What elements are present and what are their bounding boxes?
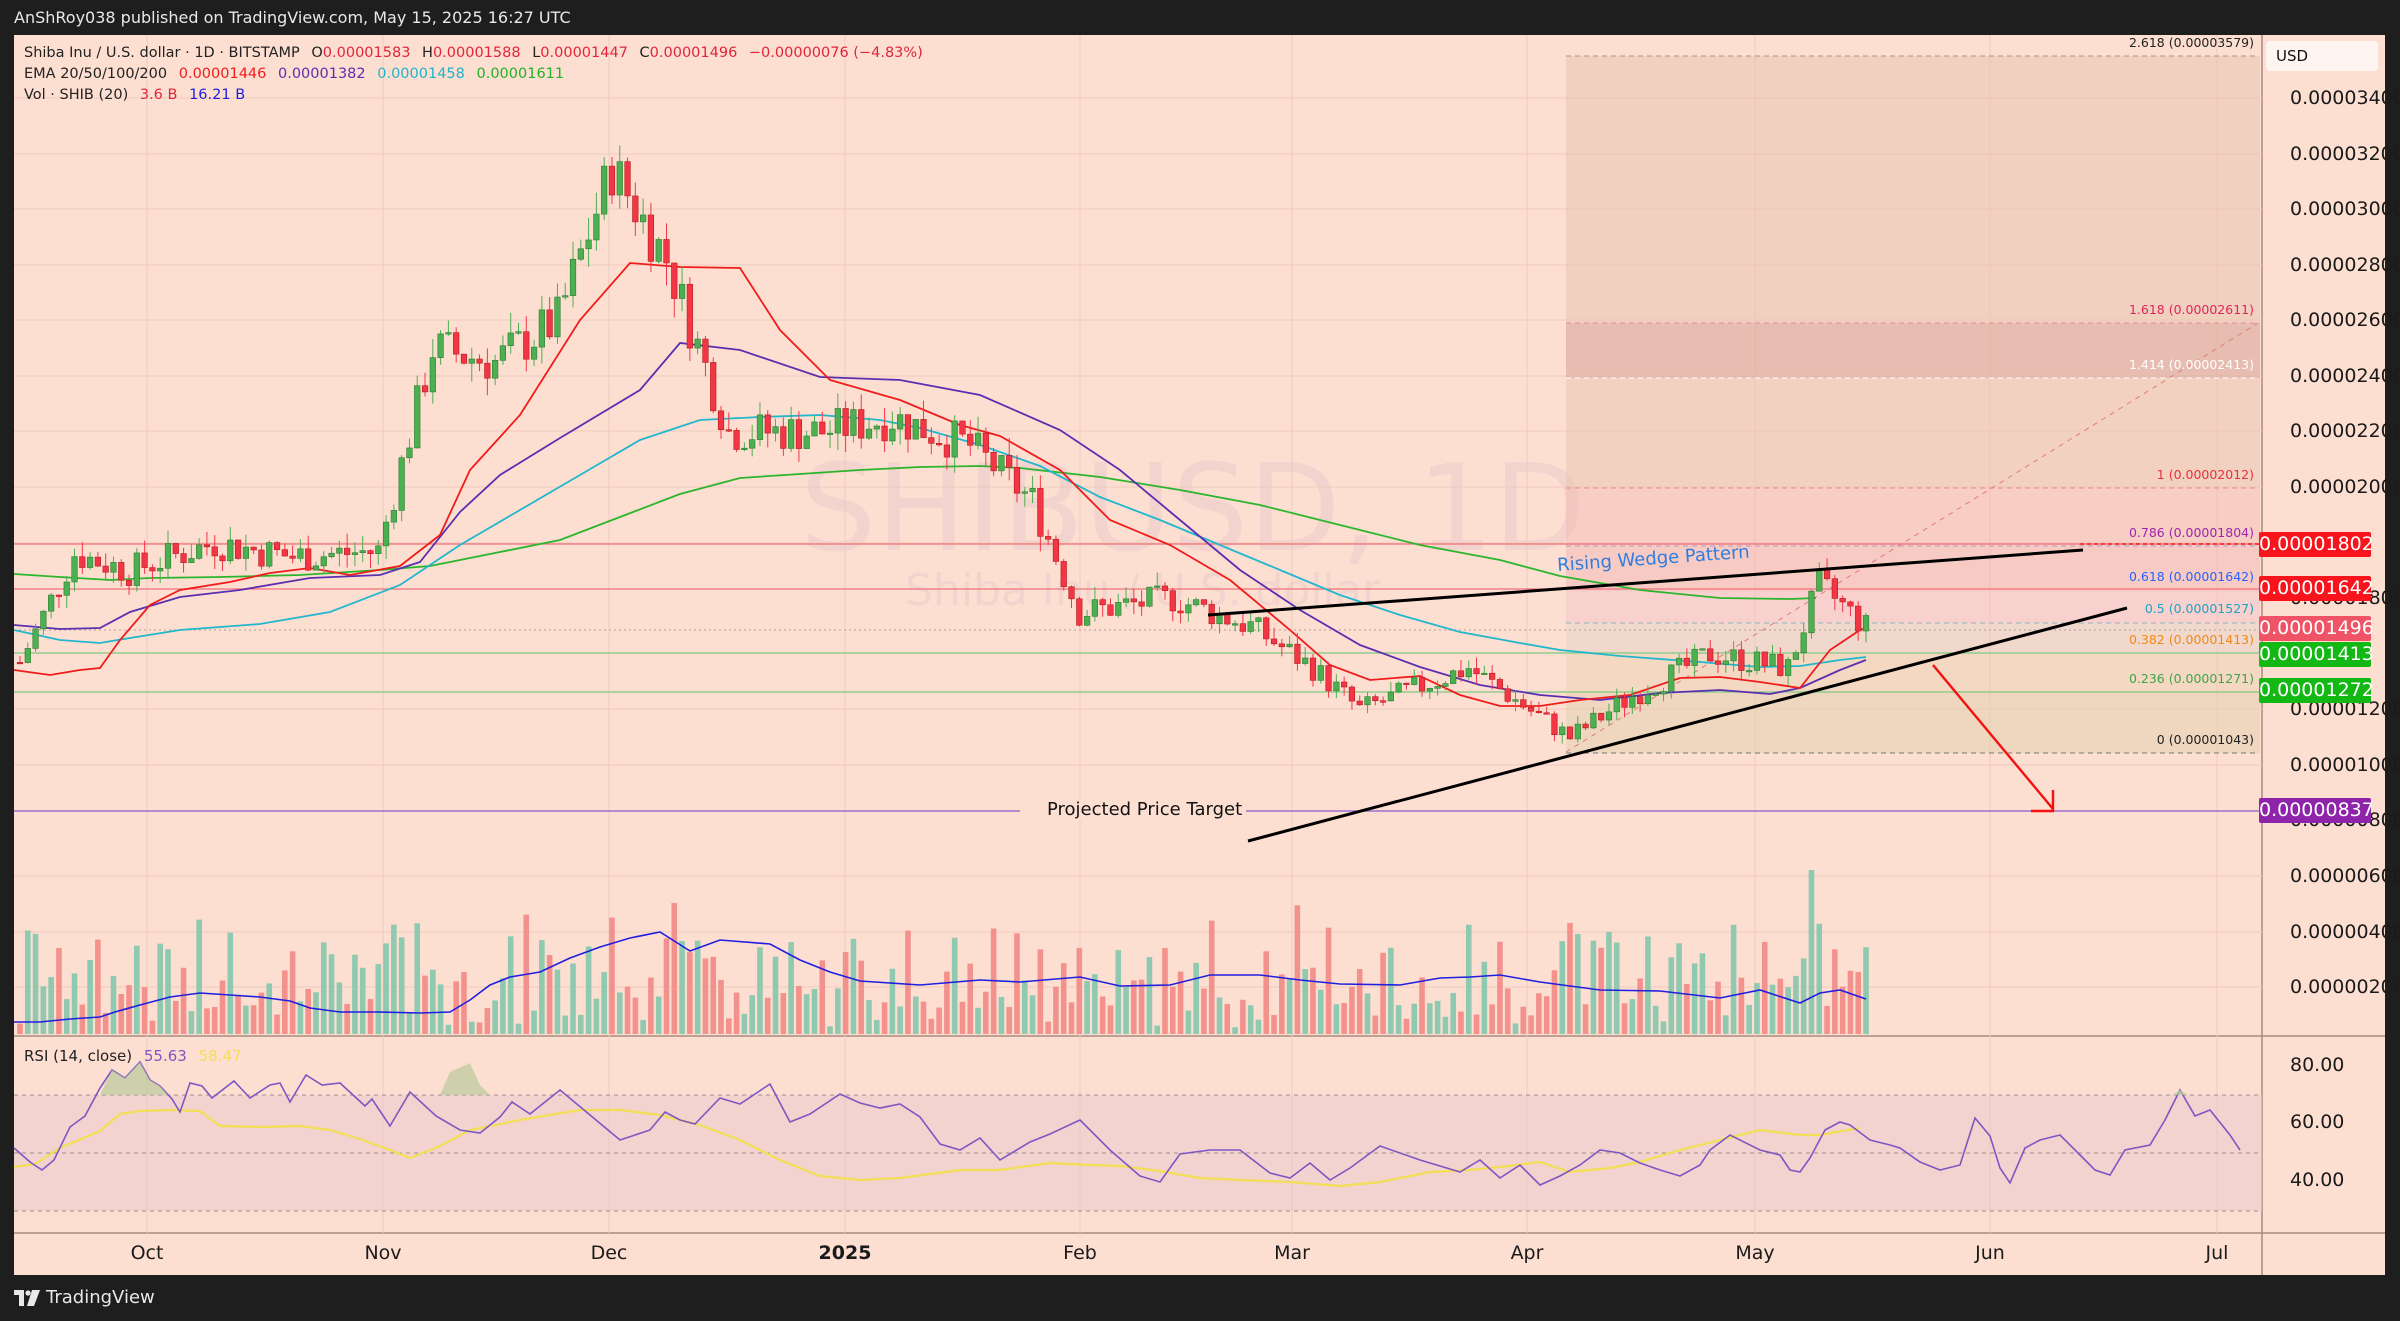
fib-label-0786: 0.786 (0.00001804) [2128, 525, 2254, 540]
projection-arrowhead [2031, 790, 2055, 813]
time-tick: Jul [2205, 1242, 2229, 1264]
price-tag-1413: 0.00001413 [2259, 642, 2374, 667]
time-tick: Nov [364, 1242, 402, 1264]
price-tick: 0.00001200 [2290, 698, 2400, 720]
fib-label-0236: 0.236 (0.00001271) [2128, 671, 2254, 686]
volume-ma-value: 16.21 B [189, 87, 246, 103]
price-tick: 0.00002800 [2290, 254, 2400, 276]
rsi-label: RSI (14, close) [24, 1047, 133, 1065]
close-value: 0.00001496 [649, 45, 738, 61]
current-price-tag: 0.00001496 [2259, 616, 2374, 641]
rsi-line [13, 1060, 2241, 1186]
rsi-legend[interactable]: RSI (14, close) 55.63 58.47 [24, 1047, 242, 1065]
fib-label-0382: 0.382 (0.00001413) [2128, 632, 2254, 647]
high-value: 0.00001588 [432, 45, 521, 61]
symbol-legend: Shiba Inu / U.S. dollar · 1D · BITSTAMP … [24, 45, 923, 61]
price-tick: 0.00002200 [2290, 420, 2400, 442]
publisher-bar: AnShRoy038 published on TradingView.com,… [0, 0, 2400, 35]
price-tick: 0.00002600 [2290, 309, 2400, 331]
close-label: C [639, 45, 650, 61]
ema100-line [13, 414, 1867, 668]
fib-label-05: 0.5 (0.00001527) [2144, 601, 2254, 616]
currency-button[interactable]: USD [2266, 41, 2378, 71]
ema20-value: 0.00001446 [178, 66, 267, 82]
time-tick: Jun [1975, 1242, 2005, 1264]
volume-value: 3.6 B [139, 87, 178, 103]
volume-bars [17, 870, 1869, 1034]
fib-label-1414: 1.414 (0.00002413) [2128, 357, 2254, 372]
price-tag-1272: 0.00001272 [2259, 678, 2374, 703]
rsi-tick: 80.00 [2290, 1054, 2345, 1076]
volume-ma-line [14, 931, 1867, 1023]
time-tick: Dec [590, 1242, 628, 1264]
symbol-title: Shiba Inu / U.S. dollar · 1D · BITSTAMP [24, 45, 300, 61]
time-tick: Apr [1510, 1242, 1544, 1264]
publisher-text: AnShRoy038 published on TradingView.com,… [14, 8, 571, 27]
fib-label-0618: 0.618 (0.00001642) [2128, 569, 2254, 584]
right-border [2385, 35, 2400, 1275]
price-tag-1642: 0.00001642 [2259, 576, 2374, 601]
open-label: O [311, 45, 323, 61]
rsi-ma-line [13, 1108, 1861, 1188]
rsi-tick: 40.00 [2290, 1169, 2345, 1191]
price-tick: 0.00003000 [2290, 198, 2400, 220]
fib-label-1618: 1.618 (0.00002611) [2128, 302, 2254, 317]
price-tick: 0.00003400 [2290, 87, 2400, 109]
tradingview-brand: TradingView [46, 1287, 155, 1308]
ema100-value: 0.00001458 [377, 66, 465, 82]
tradingview-logo[interactable]: TradingView [14, 1287, 155, 1308]
ema200-line [13, 465, 1817, 600]
high-label: H [422, 45, 433, 61]
volume-legend[interactable]: Vol · SHIB (20) 3.6 B 16.21 B [24, 87, 245, 103]
time-tick: Oct [130, 1242, 164, 1264]
footer-bar [0, 1275, 2400, 1321]
ema200-value: 0.00001611 [476, 66, 565, 82]
price-tick: 0.00002000 [2290, 476, 2400, 498]
price-tick: 0.00002400 [2290, 365, 2400, 387]
rsi-ma-value: 58.47 [198, 1047, 242, 1065]
fib-label-2618: 2.618 (0.00003579) [2128, 35, 2254, 50]
wedge-upper-line [1207, 548, 2084, 617]
ema50-value: 0.00001382 [277, 66, 366, 82]
fib-label-0: 0 (0.00001043) [2156, 732, 2254, 747]
projected-target-label[interactable]: Projected Price Target [1043, 799, 1247, 820]
price-tick: 0.00000200 [2290, 976, 2400, 998]
projection-arrow [1932, 664, 2054, 810]
ema-legend[interactable]: EMA 20/50/100/200 0.00001446 0.00001382 … [24, 66, 564, 82]
price-tick: 0.00000400 [2290, 921, 2400, 943]
low-value: 0.00001447 [540, 45, 628, 61]
target-price-tag: 0.00000837 [2259, 798, 2374, 823]
price-tick: 0.00003200 [2290, 143, 2400, 165]
price-tick: 0.00001000 [2290, 754, 2400, 776]
fib-label-1: 1 (0.00002012) [2156, 467, 2254, 482]
time-tick: Feb [1063, 1242, 1097, 1264]
fibonacci-zone [1565, 55, 2260, 754]
rsi-tick: 60.00 [2290, 1111, 2345, 1133]
time-tick: 2025 [818, 1242, 872, 1264]
tradingview-logo-icon [14, 1289, 40, 1306]
volume-label: Vol · SHIB (20) [24, 87, 129, 103]
ema-label: EMA 20/50/100/200 [24, 66, 168, 82]
open-value: 0.00001583 [322, 45, 411, 61]
time-tick: Mar [1274, 1242, 1310, 1264]
ema20-line [13, 262, 1867, 707]
low-label: L [532, 45, 541, 61]
wedge-lower-line [1247, 606, 2128, 843]
price-tag-1802: 0.00001802 [2259, 532, 2374, 557]
price-tick: 0.00000600 [2290, 865, 2400, 887]
candlesticks [16, 145, 1870, 744]
rsi-value: 55.63 [143, 1047, 187, 1065]
time-tick: May [1735, 1242, 1775, 1264]
change-value: −0.00000076 (−4.83%) [748, 45, 923, 61]
